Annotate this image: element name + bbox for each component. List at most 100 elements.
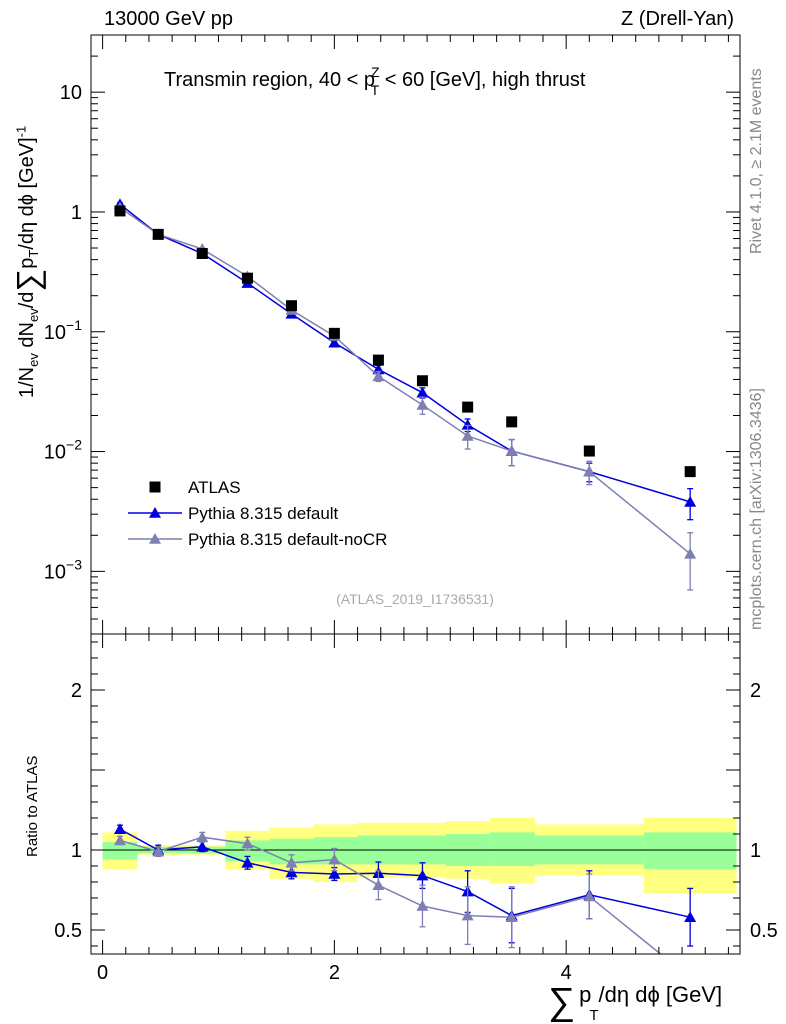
y-tick-label-4: 10−3	[44, 556, 82, 583]
pythia-8-315-default-nocr-ratio-point-0	[113, 834, 126, 846]
y-tick-base-4: 10	[44, 561, 66, 583]
atlas-point-2	[196, 248, 208, 260]
ratio-y-tick-label-right-1: 1	[750, 840, 761, 862]
ratio-y-tick-label-right-2: 2	[750, 680, 761, 702]
band-inner-11	[643, 832, 737, 870]
y-tick-base-2: 10	[44, 322, 66, 344]
band-inner-3	[225, 840, 270, 862]
pythia-8-315-default-nocr-ratio-point-3	[241, 837, 254, 849]
axis-ticks	[91, 34, 740, 954]
band-inner-9	[489, 832, 535, 866]
xlabel-sub: T	[589, 1007, 598, 1024]
atlas-point-4	[285, 300, 297, 312]
atlas-point-10	[583, 445, 595, 457]
atlas-point-9	[506, 416, 518, 428]
y-tick-label-0: 10	[60, 82, 82, 104]
pythia-8-315-default-ratio-point-11	[684, 911, 697, 922]
x-tick-label-2: 4	[561, 962, 572, 984]
analysis-id: (ATLAS_2019_I1736531)	[336, 591, 494, 607]
y-axis-label: 1/Nev dNev/d∑pT/dη dϕ [GeV]-1	[10, 126, 47, 398]
pythia-8-315-default-ratio-point-3	[241, 856, 254, 868]
pythia-8-315-default-point-7	[416, 386, 429, 398]
legend-marker-pythia-8-315-default	[149, 507, 161, 518]
xlabel-sum: ∑	[548, 981, 575, 1023]
atlas-point-8	[462, 401, 474, 413]
y-tick-base-0: 10	[60, 82, 82, 104]
y-tick-exp-2: −1	[66, 317, 82, 333]
pythia-8-315-default-nocr-ratio-point-8	[461, 909, 474, 921]
ratio-y-axis-label: Ratio to ATLAS	[24, 755, 41, 857]
pythia-8-315-default-nocr-point-6	[372, 370, 385, 382]
pythia-8-315-default-ratio-line	[119, 828, 691, 918]
y-tick-label-1: 1	[71, 202, 82, 224]
ylabel-d: p	[16, 257, 38, 269]
ylabel-sum: ∑	[10, 268, 46, 292]
pythia-8-315-default-point-5	[328, 336, 341, 348]
pythia-8-315-default-nocr-ratio-point-10	[583, 890, 596, 902]
legend-marker-atlas	[149, 481, 161, 493]
pythia-8-315-default-nocr-point-9	[505, 445, 518, 456]
pythia-8-315-default-ratio-point-2	[196, 840, 209, 852]
pythia-8-315-default-ratio-point-5	[328, 868, 341, 879]
ylabel-c: /d	[16, 291, 38, 309]
ratio-panel-frame	[90, 633, 741, 955]
atlas-point-0	[114, 205, 126, 217]
pythia-8-315-default-ratio-point-0	[113, 823, 126, 834]
legend-label-pythia-8-315-default-nocr: Pythia 8.315 default-noCR	[188, 530, 387, 549]
pythia-8-315-default-nocr-ratio-point-7	[416, 900, 429, 911]
xlabel-p: p	[579, 982, 591, 1007]
ylabel-e-sup: -1	[13, 125, 29, 138]
y-tick-exp-4: −3	[66, 556, 82, 572]
atlas-point-11	[684, 466, 696, 478]
pythia-8-315-default-point-8	[461, 418, 474, 430]
y-tick-base-1: 1	[71, 202, 82, 224]
pythia-8-315-default-nocr-point-11	[684, 547, 697, 559]
pythia-8-315-default-nocr-point-7	[416, 398, 429, 410]
ratio-y-tick-label-left-1: 1	[71, 840, 82, 862]
title-part-pre: Transmin region, 40 < p	[164, 69, 375, 91]
pythia-8-315-default-nocr-ratio-line	[119, 836, 662, 954]
x-axis-label: ∑ p T/dη dϕ [GeV]	[548, 981, 722, 1024]
pythia-8-315-default-nocr-ratio-point-6	[372, 879, 385, 890]
mcplots-label: mcplots.cern.ch [arXiv:1306.3436]	[748, 388, 765, 630]
y-tick-base-3: 10	[44, 442, 66, 464]
pythia-8-315-default-nocr-ratio-point-5	[328, 853, 341, 865]
x-tick-label-0: 0	[97, 962, 108, 984]
legend-label-atlas: ATLAS	[188, 478, 241, 497]
ylabel-a-sub: ev	[26, 353, 41, 367]
main-panel-series	[113, 198, 697, 591]
atlas-point-3	[241, 272, 253, 284]
title-part-post: < 60 [GeV], high thrust	[379, 69, 586, 91]
x-tick-label-1: 2	[329, 962, 340, 984]
atlas-point-1	[152, 228, 164, 240]
band-inner-0	[102, 842, 138, 860]
header-left: 13000 GeV pp	[104, 8, 233, 30]
ylabel-a: 1/N	[16, 366, 38, 398]
ylabel-e: /dη dϕ [GeV]	[16, 137, 38, 250]
header-right: Z (Drell-Yan)	[621, 8, 734, 30]
ratio-y-tick-label-left-2: 2	[71, 680, 82, 702]
title-sup: Z	[371, 64, 380, 80]
pythia-8-315-default-nocr-ratio-point-2	[196, 831, 209, 842]
pythia-8-315-default-nocr-ratio-point-9	[505, 911, 518, 922]
pythia-8-315-default-nocr-point-10	[583, 465, 596, 477]
legend: ATLAS Pythia 8.315 default Pythia 8.315 de…	[128, 478, 387, 549]
legend-label-pythia-8-315-default: Pythia 8.315 default	[188, 504, 339, 523]
ratio-y-tick-label-right-0: 0.5	[750, 920, 778, 942]
ylabel-b: dN	[16, 322, 38, 354]
pythia-8-315-default-nocr-point-8	[461, 429, 474, 441]
pythia-8-315-default-nocr-ratio-point-4	[285, 856, 298, 868]
ratio-panel-series	[113, 823, 697, 954]
ylabel-b-sub: ev	[26, 308, 41, 323]
ratio-uncertainty-bands	[102, 818, 737, 894]
atlas-point-6	[372, 354, 384, 366]
atlas-point-5	[328, 327, 340, 339]
pythia-8-315-default-nocr-line	[119, 206, 691, 555]
pythia-8-315-default-nocr-ratio-point-1	[152, 845, 165, 857]
rivet-version-label: Rivet 4.1.0, ≥ 2.1M events	[748, 68, 765, 254]
ylabel-d-sub: T	[26, 249, 41, 258]
pythia-8-315-default-point-11	[684, 495, 697, 507]
y-tick-label-2: 10−1	[44, 317, 82, 344]
y-tick-exp-3: −2	[66, 437, 82, 453]
